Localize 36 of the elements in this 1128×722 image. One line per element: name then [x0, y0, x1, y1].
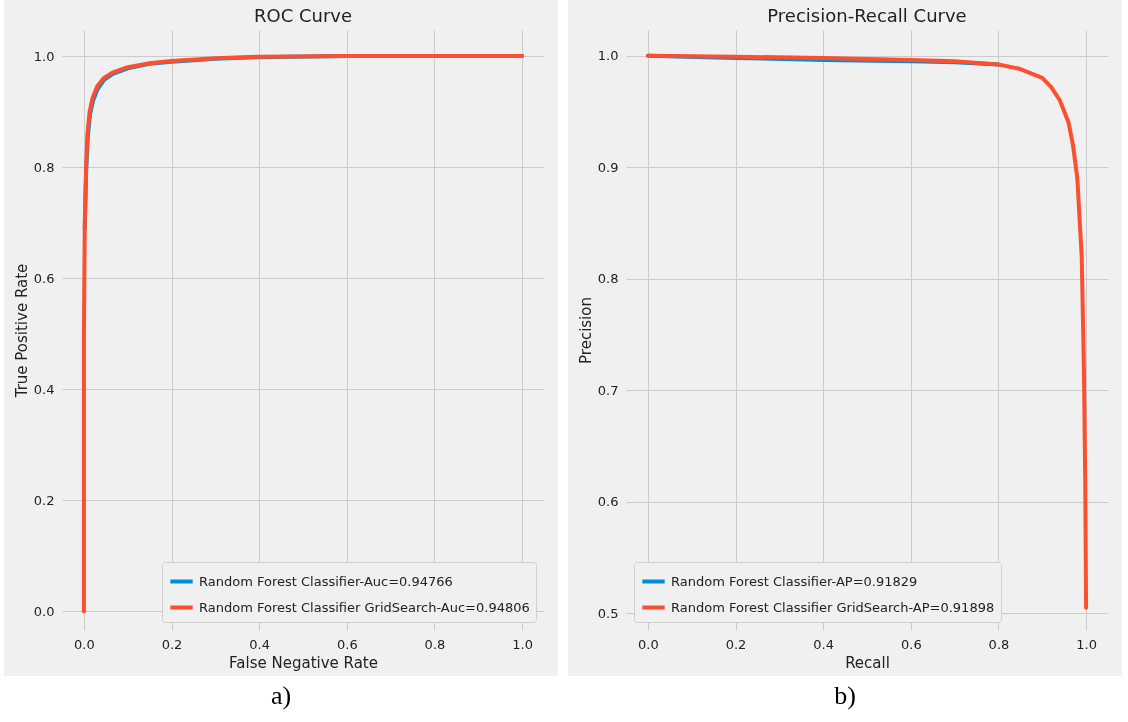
y-tick-label: 0.5: [597, 605, 619, 621]
x-tick-label: 0.6: [336, 636, 358, 652]
y-axis-title: Precision: [576, 297, 595, 364]
y-tick-label: 0.8: [33, 159, 55, 175]
x-tick-label: 0.2: [725, 636, 747, 652]
chart-title: Precision-Recall Curve: [767, 5, 967, 26]
text: b): [833, 680, 857, 712]
legend-label: Random Forest Classifier GridSearch-Auc=0.94806: [199, 599, 530, 615]
legend-label: Random Forest Classifier-Auc=0.94766: [199, 573, 453, 589]
y-tick-label: 0.6: [597, 494, 619, 510]
x-axis-title: Recall: [845, 653, 890, 672]
y-tick-label: 0.9: [597, 159, 619, 175]
legend-label: Random Forest Classifier GridSearch-AP=0.91898: [671, 599, 995, 615]
x-tick-label: 0.8: [424, 636, 446, 652]
x-tick-label: 0.0: [638, 636, 659, 652]
x-tick-label: 0.4: [813, 636, 835, 652]
x-tick-label: 0.4: [249, 636, 271, 652]
chart-title: ROC Curve: [253, 5, 353, 26]
x-tick-label: 1.0: [1076, 636, 1097, 652]
y-tick-label: 0.6: [33, 270, 55, 286]
text: a): [269, 680, 293, 712]
y-tick-label: 0.8: [597, 271, 619, 287]
y-tick-label: 0.0: [33, 603, 55, 619]
y-tick-label: 0.4: [33, 381, 55, 397]
y-axis-title: True Positive Rate: [12, 263, 31, 399]
x-tick-label: 1.0: [512, 636, 533, 652]
x-tick-label: 0.8: [988, 636, 1010, 652]
x-axis-title: False Negative Rate: [229, 653, 378, 672]
x-tick-label: 0.6: [900, 636, 922, 652]
x-tick-label: 0.2: [161, 636, 183, 652]
legend-label: Random Forest Classifier-AP=0.91829: [671, 573, 918, 589]
y-tick-label: 1.0: [33, 48, 55, 64]
y-tick-label: 0.2: [33, 492, 55, 508]
x-tick-label: 0.0: [74, 636, 95, 652]
y-tick-label: 1.0: [597, 48, 619, 64]
y-tick-label: 0.7: [597, 382, 619, 398]
